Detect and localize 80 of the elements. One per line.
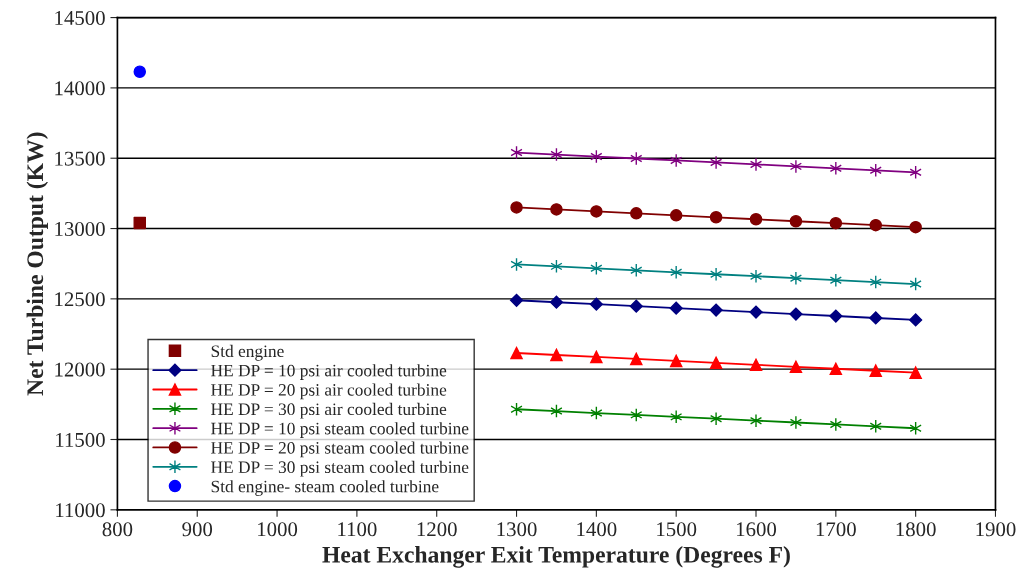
y-axis-title: Net Turbine Output (KW) bbox=[26, 132, 48, 396]
point bbox=[749, 213, 763, 226]
legend-label: HE DP = 20 psi air cooled turbine bbox=[211, 383, 447, 400]
point bbox=[133, 216, 147, 230]
point bbox=[510, 346, 523, 360]
x-tick-label: 1400 bbox=[577, 522, 617, 537]
point bbox=[629, 299, 643, 313]
legend-label: HE DP = 30 psi steam cooled turbine bbox=[211, 460, 469, 477]
x-tick-label: 1300 bbox=[497, 522, 537, 537]
point bbox=[590, 205, 603, 218]
point bbox=[789, 159, 803, 174]
point bbox=[869, 311, 883, 325]
x-tick-label: 1000 bbox=[258, 522, 298, 537]
point bbox=[869, 364, 882, 377]
point bbox=[670, 265, 683, 280]
point bbox=[829, 417, 842, 432]
legend-label: Std engine- steam cooled turbine bbox=[211, 480, 439, 496]
point bbox=[709, 211, 723, 224]
point bbox=[749, 358, 763, 372]
point bbox=[590, 350, 603, 364]
point bbox=[709, 411, 723, 426]
point bbox=[630, 207, 643, 220]
point bbox=[510, 201, 523, 214]
point bbox=[869, 218, 882, 232]
point bbox=[709, 155, 723, 170]
y-tick-label: 11500 bbox=[56, 432, 105, 447]
y-tick-label: 13500 bbox=[55, 151, 105, 166]
point bbox=[630, 352, 643, 366]
point bbox=[709, 267, 723, 282]
x-tick-label: 900 bbox=[182, 522, 213, 537]
y-tick-label: 14000 bbox=[55, 81, 105, 96]
x-tick-label: 800 bbox=[102, 522, 133, 537]
point bbox=[670, 153, 683, 168]
point bbox=[549, 295, 564, 309]
y-tick-label: 11000 bbox=[56, 503, 105, 518]
point bbox=[749, 157, 763, 172]
point bbox=[670, 409, 683, 424]
x-tick-label: 1200 bbox=[417, 522, 457, 537]
x-tick-label: 1800 bbox=[896, 522, 936, 537]
y-tick-label: 12500 bbox=[55, 292, 105, 307]
legend-label: HE DP = 10 psi air cooled turbine bbox=[211, 364, 447, 380]
x-tick-label: 1100 bbox=[338, 522, 377, 537]
x-axis-title: Heat Exchanger Exit Temperature (Degrees F) bbox=[322, 546, 790, 568]
point bbox=[909, 366, 922, 379]
point bbox=[133, 65, 147, 78]
point bbox=[669, 209, 683, 222]
x-tick-label: 1900 bbox=[976, 522, 1016, 537]
y-tick-label: 12000 bbox=[55, 362, 105, 377]
point bbox=[509, 293, 524, 307]
point bbox=[669, 301, 683, 315]
x-tick-label: 1600 bbox=[737, 522, 777, 537]
y-tick-label: 14500 bbox=[55, 10, 105, 26]
x-tick-label: 1500 bbox=[657, 522, 697, 537]
point bbox=[749, 413, 763, 428]
point bbox=[709, 303, 723, 317]
legend-label: HE DP = 10 psi steam cooled turbine bbox=[211, 422, 469, 438]
point bbox=[749, 269, 763, 284]
point bbox=[829, 309, 843, 323]
point bbox=[669, 354, 683, 368]
point bbox=[550, 203, 563, 216]
point bbox=[789, 360, 803, 374]
point bbox=[829, 362, 843, 376]
point bbox=[829, 273, 842, 288]
point bbox=[829, 216, 843, 230]
legend-label: HE DP = 20 psi steam cooled turbine bbox=[211, 441, 469, 458]
point bbox=[789, 214, 803, 228]
x-tick-label: 1700 bbox=[816, 522, 856, 537]
point bbox=[709, 356, 723, 370]
point bbox=[909, 220, 922, 234]
legend-label: Std engine bbox=[211, 344, 284, 361]
legend-label: HE DP = 30 psi air cooled turbine bbox=[211, 402, 447, 419]
y-tick-label: 13000 bbox=[55, 221, 105, 236]
point bbox=[909, 313, 923, 327]
point bbox=[550, 348, 563, 362]
point bbox=[829, 161, 842, 176]
point bbox=[589, 297, 603, 311]
point bbox=[789, 271, 803, 286]
point bbox=[789, 415, 803, 430]
point bbox=[789, 307, 803, 321]
point bbox=[749, 305, 763, 319]
